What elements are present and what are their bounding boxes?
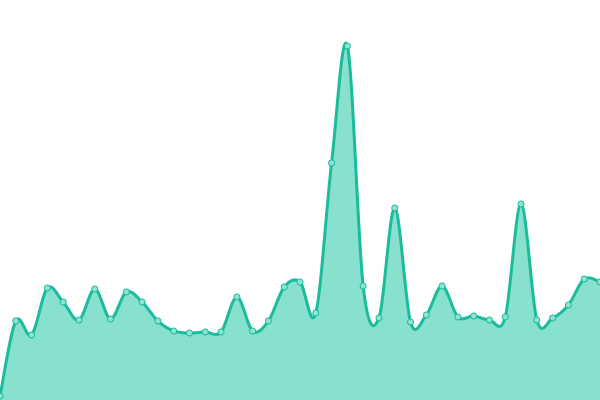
data-point-7[interactable] bbox=[107, 315, 115, 323]
data-point-34[interactable] bbox=[533, 316, 541, 324]
data-point-12[interactable] bbox=[185, 329, 193, 337]
data-point-1[interactable] bbox=[12, 317, 20, 325]
data-point-9[interactable] bbox=[138, 298, 146, 306]
data-point-31[interactable] bbox=[485, 316, 493, 324]
data-point-5[interactable] bbox=[75, 316, 83, 324]
data-point-19[interactable] bbox=[296, 278, 304, 286]
data-point-17[interactable] bbox=[264, 317, 272, 325]
data-point-21[interactable] bbox=[328, 159, 336, 167]
data-point-0[interactable] bbox=[0, 392, 4, 400]
data-point-22[interactable] bbox=[343, 42, 351, 50]
data-point-2[interactable] bbox=[28, 331, 36, 339]
data-point-11[interactable] bbox=[170, 327, 178, 335]
data-point-20[interactable] bbox=[312, 309, 320, 317]
data-point-24[interactable] bbox=[375, 314, 383, 322]
series-area-fill bbox=[0, 43, 600, 400]
data-point-10[interactable] bbox=[154, 317, 162, 325]
data-point-25[interactable] bbox=[391, 204, 399, 212]
data-point-26[interactable] bbox=[407, 318, 415, 326]
data-point-28[interactable] bbox=[438, 282, 446, 290]
data-point-8[interactable] bbox=[122, 288, 130, 296]
data-point-35[interactable] bbox=[549, 314, 557, 322]
data-point-4[interactable] bbox=[59, 298, 67, 306]
data-point-33[interactable] bbox=[517, 200, 525, 208]
data-point-18[interactable] bbox=[280, 283, 288, 291]
data-point-13[interactable] bbox=[201, 328, 209, 336]
data-point-16[interactable] bbox=[249, 327, 257, 335]
data-point-6[interactable] bbox=[91, 285, 99, 293]
data-point-14[interactable] bbox=[217, 328, 225, 336]
data-point-3[interactable] bbox=[43, 284, 51, 292]
data-point-27[interactable] bbox=[422, 311, 430, 319]
data-point-36[interactable] bbox=[564, 301, 572, 309]
data-point-29[interactable] bbox=[454, 313, 462, 321]
data-point-37[interactable] bbox=[580, 275, 588, 283]
data-point-38[interactable] bbox=[596, 278, 600, 286]
data-point-30[interactable] bbox=[470, 312, 478, 320]
data-point-32[interactable] bbox=[501, 313, 509, 321]
data-point-15[interactable] bbox=[233, 293, 241, 301]
data-point-23[interactable] bbox=[359, 282, 367, 290]
